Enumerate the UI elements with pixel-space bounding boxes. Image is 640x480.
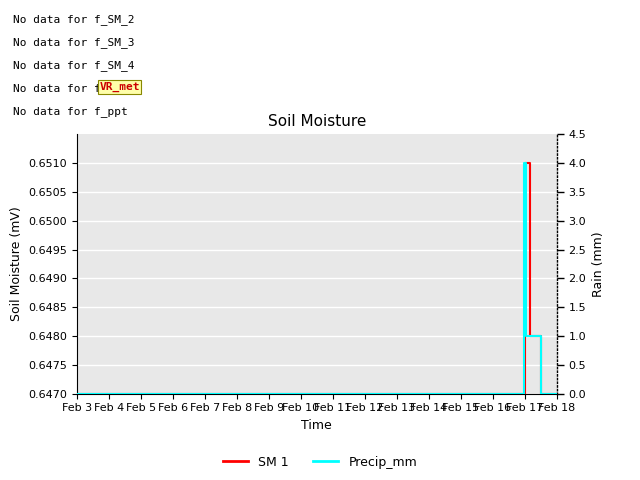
Text: No data for f_SM_4: No data for f_SM_4 [13, 60, 134, 72]
Y-axis label: Rain (mm): Rain (mm) [592, 231, 605, 297]
Text: No data for f_ppt: No data for f_ppt [13, 107, 127, 118]
Legend: SM 1, Precip_mm: SM 1, Precip_mm [218, 451, 422, 474]
X-axis label: Time: Time [301, 419, 332, 432]
Y-axis label: Soil Moisture (mV): Soil Moisture (mV) [10, 206, 22, 322]
Title: Soil Moisture: Soil Moisture [268, 114, 366, 129]
Text: VR_met: VR_met [99, 82, 140, 92]
Text: No data for f_SM_3: No data for f_SM_3 [13, 37, 134, 48]
Text: No data for f_SM_2: No data for f_SM_2 [13, 14, 134, 25]
Text: No data for f_SM_5: No data for f_SM_5 [13, 84, 134, 95]
